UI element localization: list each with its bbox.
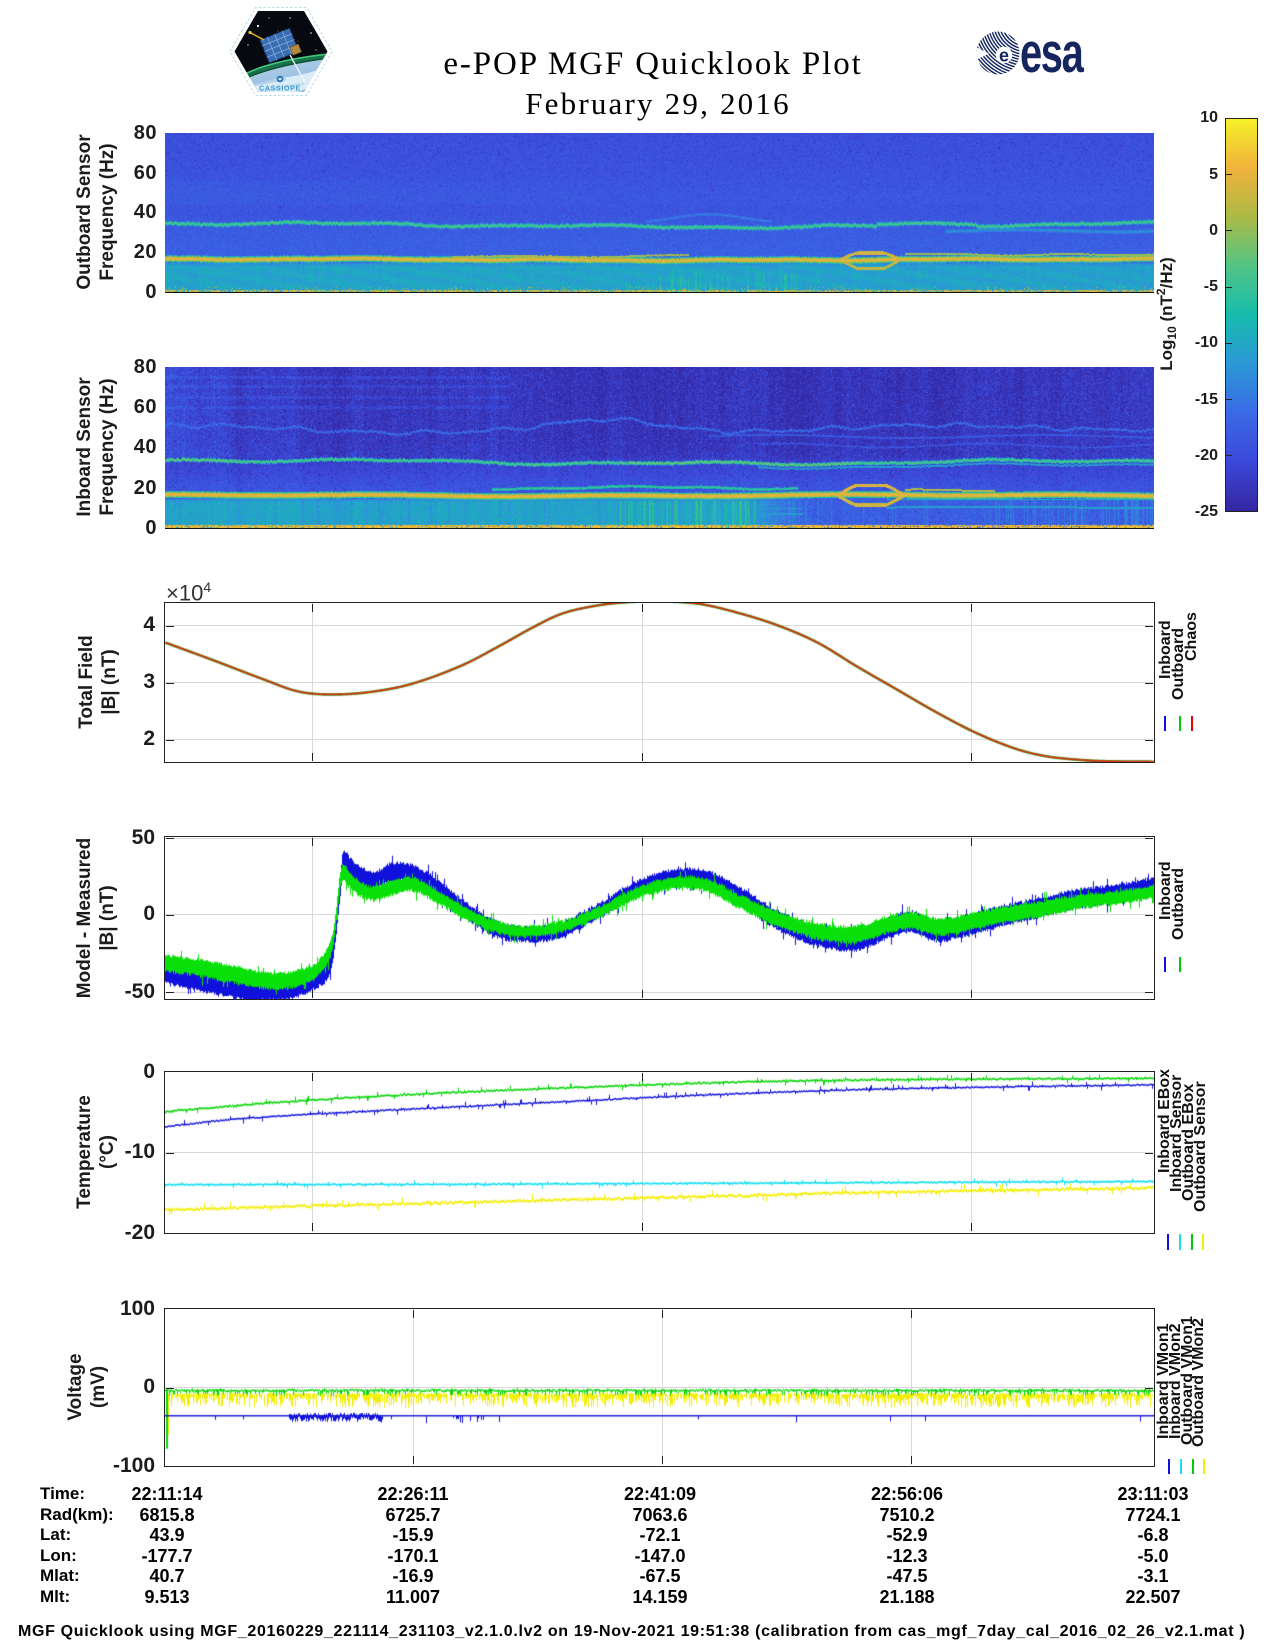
svg-text:e: e (999, 46, 1009, 66)
svg-text:esa: esa (1020, 30, 1084, 78)
svg-text:CASSIOPE: CASSIOPE (259, 86, 301, 93)
